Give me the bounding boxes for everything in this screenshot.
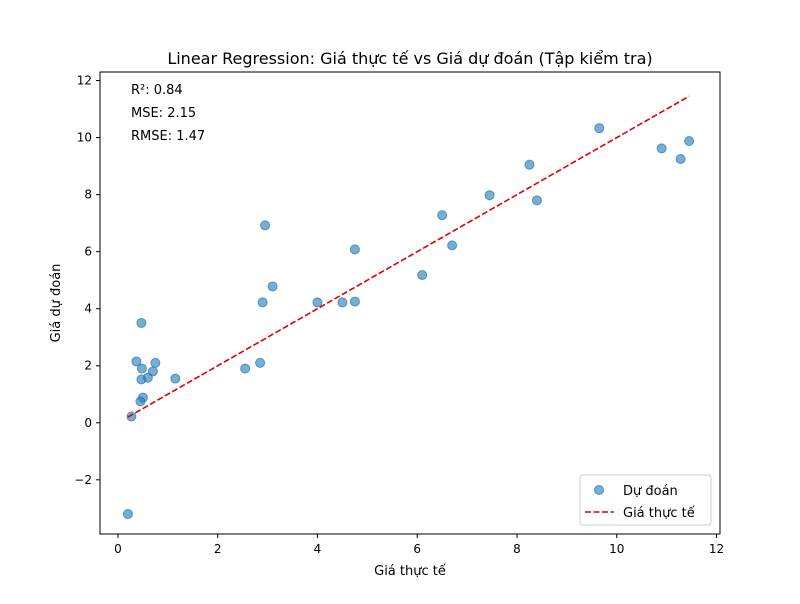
scatter-point xyxy=(337,297,348,308)
y-tick-label: −2 xyxy=(74,473,92,487)
scatter-point xyxy=(137,392,148,403)
legend-label-line: Giá thực tế xyxy=(623,506,695,521)
scatter-point xyxy=(131,356,142,367)
x-tick-label: 2 xyxy=(214,542,222,556)
scatter-point xyxy=(349,296,360,307)
y-tick-label: 8 xyxy=(84,188,92,202)
scatter-point xyxy=(267,281,278,292)
scatter-point xyxy=(447,240,458,251)
scatter-point xyxy=(122,509,133,520)
x-tick-label: 12 xyxy=(709,542,724,556)
plot-frame xyxy=(99,71,721,535)
scatter-point xyxy=(136,363,147,374)
scatter-point xyxy=(150,357,161,368)
x-tick-label: 10 xyxy=(609,542,624,556)
scatter-point xyxy=(260,220,271,231)
x-tick-label: 8 xyxy=(513,542,521,556)
scatter-point xyxy=(312,297,323,308)
scatter-point xyxy=(524,159,535,170)
y-tick-label: 6 xyxy=(84,245,92,259)
x-tick-label: 4 xyxy=(314,542,322,556)
scatter-point xyxy=(484,190,495,201)
scatter-point xyxy=(594,123,605,134)
scatter-point xyxy=(147,366,158,377)
scatter-point xyxy=(257,297,268,308)
scatter-point xyxy=(531,195,542,206)
scatter-point xyxy=(170,373,181,384)
metric-annotation: RMSE: 1.47 xyxy=(131,129,205,144)
scatter-point xyxy=(675,153,686,164)
y-tick-label: 0 xyxy=(84,416,92,430)
scatter-point xyxy=(656,143,667,154)
scatter-point xyxy=(240,363,251,374)
scatter-point xyxy=(255,357,266,368)
y-tick-label: 12 xyxy=(77,74,92,88)
legend-label-scatter: Dự đoán xyxy=(623,484,678,499)
metric-annotation: R²: 0.84 xyxy=(131,83,183,98)
y-tick-label: 2 xyxy=(84,359,92,373)
y-axis-label: Giá dự đoán xyxy=(49,264,64,343)
y-tick-label: 4 xyxy=(84,302,92,316)
x-tick-label: 0 xyxy=(114,542,122,556)
legend-marker-scatter xyxy=(594,485,604,495)
x-tick-label: 6 xyxy=(413,542,421,556)
y-tick-label: 10 xyxy=(77,131,92,145)
scatter-point xyxy=(126,411,137,422)
scatter-point xyxy=(684,136,695,147)
reference-line xyxy=(127,95,690,418)
metric-annotation: MSE: 2.15 xyxy=(131,106,196,121)
x-axis-label: Giá thực tế xyxy=(374,564,446,579)
scatter-point xyxy=(349,244,360,255)
plot-area: 0 2 4 6 8 10 12 −2 0 2 4 6 8 10 12 R²: 0.84 MSE: 2.15 RMS… xyxy=(74,71,724,556)
scatter-point xyxy=(437,210,448,221)
scatter-point xyxy=(136,317,147,328)
chart-title: Linear Regression: Giá thực tế vs Giá dự… xyxy=(167,49,652,68)
scatter-point xyxy=(417,270,428,281)
